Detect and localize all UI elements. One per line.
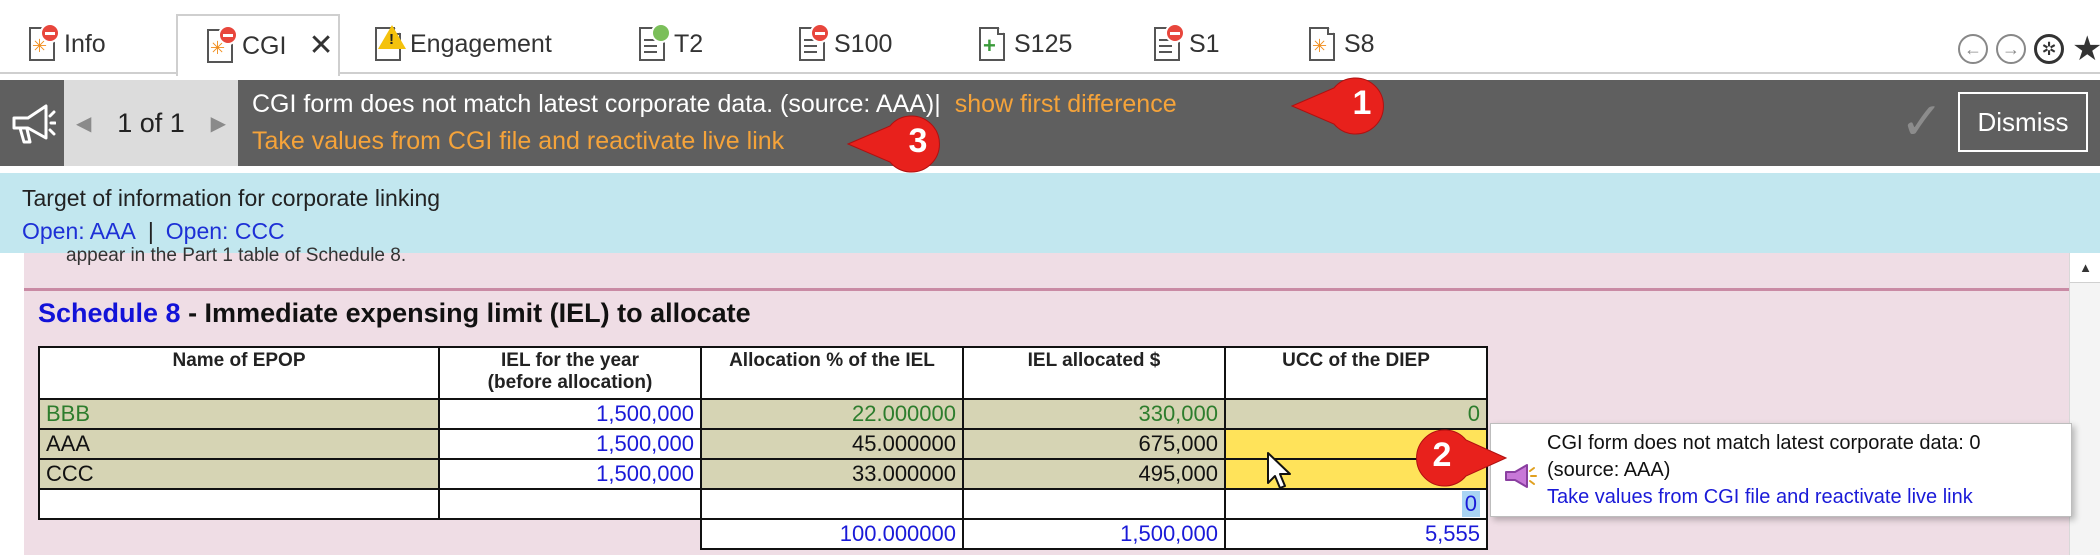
- tab-label: T2: [674, 29, 704, 58]
- column-header: Name of EPOP: [38, 346, 440, 400]
- tab-label: S125: [1014, 29, 1073, 58]
- tooltip-message: CGI form does not match latest corporate…: [1547, 432, 1981, 454]
- allocation-pct-cell[interactable]: 33.000000: [700, 458, 964, 490]
- column-header: Allocation % of the IEL: [700, 346, 964, 400]
- tab-info[interactable]: ✳ Info: [0, 14, 170, 74]
- notification-message: CGI form does not match latest corporate…: [252, 90, 1177, 119]
- iel-allocated-cell[interactable]: 330,000: [962, 398, 1226, 430]
- forward-icon[interactable]: →: [1996, 34, 2026, 64]
- doc-error-icon: [1151, 23, 1185, 63]
- back-icon[interactable]: ←: [1958, 34, 1988, 64]
- tab-s125[interactable]: + S125: [950, 14, 1110, 74]
- tooltip-source: (source: AAA): [1547, 459, 1671, 481]
- epop-name-cell[interactable]: CCC: [38, 458, 440, 490]
- allocation-pct-cell[interactable]: 22.000000: [700, 398, 964, 430]
- corporate-linking-info: Target of information for corporate link…: [0, 173, 2100, 253]
- callout-number: 3: [908, 122, 928, 160]
- megaphone-icon: [0, 80, 64, 166]
- iel-allocated-cell[interactable]: 495,000: [962, 458, 1226, 490]
- link-separator: |: [147, 218, 154, 244]
- next-arrow-icon[interactable]: ▶: [210, 112, 226, 135]
- take-values-link[interactable]: Take values from CGI file and reactivate…: [252, 127, 785, 155]
- iel-cell[interactable]: 1,500,000: [438, 428, 702, 460]
- callout-number: 1: [1352, 84, 1372, 122]
- tab-label: Engagement: [410, 29, 552, 58]
- navigation-controls: ← → ✲ ★: [1958, 30, 2100, 68]
- doc-error-icon: ✳: [26, 23, 60, 63]
- notification-bar: ◀ 1 of 1 ▶ CGI form does not match lates…: [0, 80, 2100, 166]
- notification-text: CGI form does not match latest corporate…: [252, 90, 941, 118]
- doc-add-icon: +: [976, 25, 1006, 63]
- form-note-text: appear in the Part 1 table of Schedule 8…: [66, 245, 407, 266]
- callout-number: 2: [1432, 436, 1452, 474]
- tooltip-take-values-link[interactable]: Take values from CGI file and reactivate…: [1547, 486, 1973, 508]
- tab-s8[interactable]: ✳ S8: [1280, 14, 1410, 74]
- epop-name-cell[interactable]: [38, 488, 440, 520]
- epop-name-cell[interactable]: BBB: [38, 398, 440, 430]
- tab-label: S100: [834, 29, 893, 58]
- doc-ok-icon: [636, 23, 671, 63]
- epop-name-cell[interactable]: AAA: [38, 428, 440, 460]
- iel-cell[interactable]: [438, 488, 702, 520]
- tab-t2[interactable]: T2: [610, 14, 750, 74]
- doc-star-icon: ✳: [1306, 25, 1336, 63]
- schedule-link[interactable]: Schedule 8: [38, 298, 181, 328]
- callout-2: 2: [1398, 424, 1508, 495]
- total-pct-cell: 100.000000: [700, 518, 964, 550]
- schedule-title: Schedule 8 - Immediate expensing limit (…: [38, 298, 751, 329]
- notification-pager: ◀ 1 of 1 ▶: [64, 80, 238, 166]
- doc-error-icon: ✳: [204, 25, 238, 65]
- dismiss-button[interactable]: Dismiss: [1958, 92, 2088, 152]
- tab-bar: ✳ Info ✳ CGI ✕ ! Engagement: [0, 0, 2100, 76]
- tab-label: S8: [1344, 29, 1375, 58]
- callout-3: 3: [846, 110, 966, 181]
- mismatch-tooltip: CGI form does not match latest corporate…: [1490, 423, 2072, 517]
- allocation-pct-cell[interactable]: [700, 488, 964, 520]
- vertical-scrollbar[interactable]: ▲: [2069, 253, 2100, 555]
- section-divider: [24, 288, 2069, 291]
- column-header: UCC of the DIEP: [1224, 346, 1488, 400]
- selected-value: 0: [1461, 491, 1480, 517]
- iel-allocated-cell[interactable]: 675,000: [962, 428, 1226, 460]
- callout-1: 1: [1290, 72, 1410, 143]
- mouse-cursor-icon: [1266, 451, 1292, 496]
- iel-allocated-cell[interactable]: [962, 488, 1226, 520]
- tab-label: S1: [1189, 29, 1220, 58]
- tab-cgi[interactable]: ✳ CGI ✕: [176, 14, 340, 76]
- column-header: IEL allocated $: [962, 346, 1226, 400]
- total-allocated-cell: 1,500,000: [962, 518, 1226, 550]
- info-links: Open: AAA | Open: CCC: [22, 218, 2100, 245]
- tab-engagement[interactable]: ! Engagement: [346, 14, 586, 74]
- tab-label: Info: [64, 29, 106, 58]
- doc-error-icon: [796, 23, 830, 63]
- megaphone-icon: [1503, 462, 1537, 495]
- open-aaa-link[interactable]: Open: AAA: [22, 218, 136, 244]
- column-header: IEL for the year (before allocation): [438, 346, 702, 400]
- iel-cell[interactable]: 1,500,000: [438, 398, 702, 430]
- doc-warning-icon: !: [372, 25, 406, 63]
- info-title: Target of information for corporate link…: [22, 185, 441, 211]
- allocation-pct-cell[interactable]: 45.000000: [700, 428, 964, 460]
- refresh-icon[interactable]: ✲: [2034, 34, 2064, 64]
- scroll-up-icon[interactable]: ▲: [2070, 253, 2100, 283]
- previous-arrow-icon[interactable]: ◀: [76, 112, 92, 135]
- schedule-heading: - Immediate expensing limit (IEL) to all…: [180, 298, 751, 328]
- tab-s100[interactable]: S100: [770, 14, 930, 74]
- open-ccc-link[interactable]: Open: CCC: [165, 218, 285, 244]
- tab-label: CGI: [242, 31, 287, 60]
- total-ucc-cell: 5,555: [1224, 518, 1488, 550]
- close-icon[interactable]: ✕: [308, 29, 334, 62]
- tab-s1[interactable]: S1: [1125, 14, 1255, 74]
- pager-text: 1 of 1: [117, 107, 185, 138]
- favorite-star-icon[interactable]: ★: [2072, 30, 2100, 68]
- show-first-difference-link[interactable]: show first difference: [954, 90, 1177, 118]
- checkmark-icon: ✓: [1900, 93, 1944, 151]
- iel-cell[interactable]: 1,500,000: [438, 458, 702, 490]
